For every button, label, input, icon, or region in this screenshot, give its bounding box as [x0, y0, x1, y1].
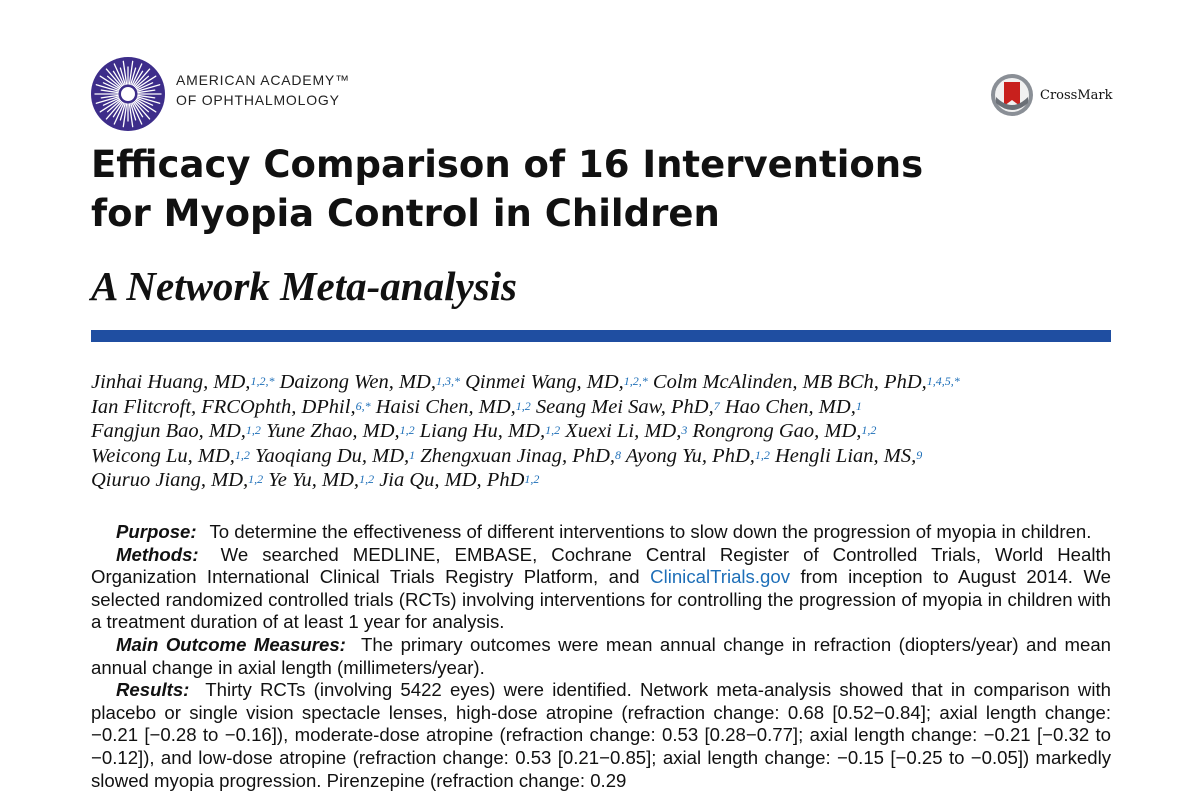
author-affiliation-marker[interactable]: 1,2 — [234, 447, 250, 462]
author-affiliation-marker[interactable]: 1,2 — [861, 423, 877, 438]
author: Haisi Chen, MD,1,2 — [376, 396, 531, 418]
org-name-line1: AMERICAN ACADEMY™ — [176, 72, 350, 88]
author: Hengli Lian, MS,9 — [775, 445, 922, 467]
author-line: Ian Flitcroft, FRCOphth, DPhil,6,* Haisi… — [91, 395, 1121, 420]
methods-text-cont: from inception to August 2014. We select… — [91, 566, 1112, 633]
author-line: Weicong Lu, MD,1,2 Yaoqiang Du, MD,1 Zhe… — [91, 444, 1121, 469]
author-name: Hengli Lian, MS, — [775, 444, 917, 467]
author-name: Colm McAlinden, MB BCh, PhD, — [652, 371, 927, 393]
methods-text: We searched MEDLINE, EMBASE, Cochrane Ce… — [91, 543, 1112, 588]
abstract-purpose: Purpose: To determine the effectiveness … — [91, 521, 1111, 544]
crossmark-label: CrossMark — [1040, 87, 1113, 103]
methods-heading: Methods: — [116, 543, 199, 565]
author-affiliation-marker[interactable]: 1 — [855, 398, 862, 413]
org-name-line2: OF OPHTHALMOLOGY — [176, 92, 340, 108]
author: Qinmei Wang, MD,1,2,* — [465, 371, 648, 393]
author-name: Jinhai Huang, MD, — [91, 371, 251, 393]
crossmark-badge[interactable]: CrossMark — [990, 73, 1112, 117]
results-heading: Results: — [116, 679, 190, 701]
author-name: Fangjun Bao, MD, — [91, 420, 246, 443]
author-name: Yaoqiang Du, MD, — [255, 444, 410, 467]
author-affiliation-marker[interactable]: 3 — [681, 423, 688, 438]
author-affiliation-marker[interactable]: 1,2 — [399, 423, 415, 438]
purpose-text: To determine the effectiveness of differ… — [209, 521, 1092, 542]
author: Liang Hu, MD,1,2 — [420, 420, 560, 442]
title-line: for Myopia Control in Children — [91, 192, 720, 235]
author: Fangjun Bao, MD,1,2 — [91, 420, 261, 442]
author: Jinhai Huang, MD,1,2,* — [91, 371, 274, 393]
author-name: Ye Yu, MD, — [268, 469, 360, 492]
clinicaltrials-link[interactable]: ClinicalTrials.gov — [650, 566, 790, 588]
author-line: Qiuruo Jiang, MD,1,2 Ye Yu, MD,1,2 Jia Q… — [91, 468, 1121, 493]
author-affiliation-marker[interactable]: 1 — [409, 447, 416, 462]
author-affiliation-marker[interactable]: 1,2 — [754, 447, 770, 462]
purpose-heading: Purpose: — [116, 521, 197, 542]
author-name: Seang Mei Saw, PhD, — [535, 395, 714, 418]
author-affiliation-marker[interactable]: 1,2,* — [623, 374, 648, 388]
author-list: Jinhai Huang, MD,1,2,* Daizong Wen, MD,1… — [91, 370, 1121, 493]
author-name: Zhengxuan Jinag, PhD, — [420, 444, 616, 467]
author-affiliation-marker[interactable]: 7 — [713, 398, 720, 413]
author: Hao Chen, MD,1 — [725, 396, 862, 418]
author-affiliation-marker[interactable]: 6,* — [355, 398, 371, 413]
author: Daizong Wen, MD,1,3,* — [280, 371, 460, 393]
author-affiliation-marker[interactable]: 9 — [916, 447, 923, 462]
author-name: Qinmei Wang, MD, — [465, 371, 624, 393]
author-name: Rongrong Gao, MD, — [692, 420, 862, 443]
abstract-methods: Methods: We searched MEDLINE, EMBASE, Co… — [91, 544, 1111, 634]
author-line: Jinhai Huang, MD,1,2,* Daizong Wen, MD,1… — [91, 370, 1121, 395]
author-affiliation-marker[interactable]: 1,2 — [545, 423, 561, 438]
author: Colm McAlinden, MB BCh, PhD,1,4,5,* — [653, 371, 960, 393]
crossmark-icon — [991, 74, 1033, 116]
author-line: Fangjun Bao, MD,1,2 Yune Zhao, MD,1,2 Li… — [91, 419, 1121, 444]
author: Ye Yu, MD,1,2 — [268, 469, 374, 491]
outcomes-text: The primary outcomes were mean annual ch… — [91, 633, 1112, 678]
author-affiliation-marker[interactable]: 8 — [615, 447, 622, 462]
author: Yune Zhao, MD,1,2 — [266, 420, 415, 442]
article-subtitle: A Network Meta-analysis — [91, 263, 517, 309]
author-affiliation-marker[interactable]: 1,2 — [515, 398, 531, 413]
author-affiliation-marker[interactable]: 1,2 — [245, 423, 261, 438]
author-affiliation-marker[interactable]: 1,4,5,* — [926, 374, 960, 388]
title-divider — [91, 330, 1111, 342]
author: Weicong Lu, MD,1,2 — [91, 445, 250, 467]
author-affiliation-marker[interactable]: 1,2 — [524, 472, 540, 487]
author-name: Ayong Yu, PhD, — [625, 444, 755, 467]
outcomes-heading: Main Outcome Measures: — [116, 633, 346, 655]
abstract-results: Results: Thirty RCTs (involving 5422 eye… — [91, 679, 1111, 792]
author: Rongrong Gao, MD,1,2 — [692, 420, 876, 442]
author-affiliation-marker[interactable]: 1,2,* — [250, 374, 275, 388]
author-name: Ian Flitcroft, FRCOphth, DPhil, — [91, 395, 356, 418]
author-name: Weicong Lu, MD, — [91, 444, 235, 467]
author-name: Qiuruo Jiang, MD, — [91, 469, 249, 492]
abstract-outcomes: Main Outcome Measures: The primary outco… — [91, 634, 1111, 679]
author-name: Haisi Chen, MD, — [375, 395, 516, 418]
article-title: Efficacy Comparison of 16 Interventions … — [91, 140, 1121, 238]
author-name: Hao Chen, MD, — [724, 395, 856, 418]
author: Ayong Yu, PhD,1,2 — [626, 445, 770, 467]
author: Xuexi Li, MD,3 — [565, 420, 687, 442]
author: Jia Qu, MD, PhD1,2 — [379, 469, 539, 491]
author-affiliation-marker[interactable]: 1,2 — [359, 472, 375, 487]
author: Yaoqiang Du, MD,1 — [255, 445, 415, 467]
author-name: Yune Zhao, MD, — [266, 420, 400, 443]
author-name: Xuexi Li, MD, — [565, 420, 682, 443]
author-name: Jia Qu, MD, PhD — [379, 469, 525, 492]
title-line: Efficacy Comparison of 16 Interventions — [91, 143, 924, 186]
author-affiliation-marker[interactable]: 1,3,* — [435, 374, 460, 388]
author: Zhengxuan Jinag, PhD,8 — [420, 445, 621, 467]
aao-starburst-icon — [91, 57, 165, 131]
author-name: Daizong Wen, MD, — [279, 371, 436, 393]
results-text: Thirty RCTs (involving 5422 eyes) were i… — [91, 679, 1111, 791]
author-affiliation-marker[interactable]: 1,2 — [248, 472, 264, 487]
author-name: Liang Hu, MD, — [419, 420, 546, 443]
author: Seang Mei Saw, PhD,7 — [536, 396, 720, 418]
author: Ian Flitcroft, FRCOphth, DPhil,6,* — [91, 396, 371, 418]
author: Qiuruo Jiang, MD,1,2 — [91, 469, 263, 491]
abstract: Purpose: To determine the effectiveness … — [91, 521, 1111, 792]
